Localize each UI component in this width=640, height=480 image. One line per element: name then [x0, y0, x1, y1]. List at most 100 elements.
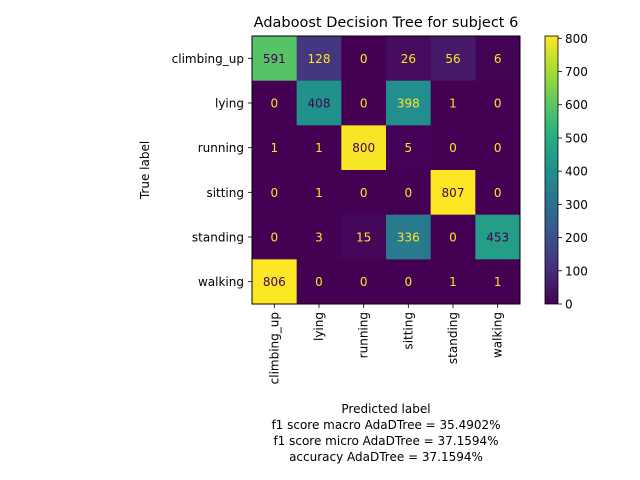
heatmap-cell [252, 36, 298, 82]
heatmap-cell [475, 80, 521, 126]
heatmap-cell [341, 259, 387, 305]
heatmap-cell [386, 214, 432, 260]
heatmap-cell [430, 125, 476, 171]
cell-value-label: 453 [486, 231, 509, 245]
x-tick-label: walking [491, 312, 505, 358]
cell-value-label: 15 [356, 231, 371, 245]
f1-micro-line: f1 score micro AdaDTree = 37.1594% [273, 434, 498, 448]
cell-value-label: 398 [397, 97, 420, 111]
cell-value-label: 0 [494, 186, 502, 200]
colorbar-tick-label: 800 [565, 32, 588, 46]
cell-value-label: 56 [445, 52, 460, 66]
cell-value-label: 0 [315, 275, 323, 289]
heatmap-cell [341, 214, 387, 260]
accuracy-line: accuracy AdaDTree = 37.1594% [289, 450, 483, 464]
x-axis-label: Predicted label [341, 402, 430, 416]
x-tick-label: lying [312, 312, 326, 341]
cell-value-label: 5 [405, 141, 413, 155]
colorbar-tick-label: 700 [565, 65, 588, 79]
cell-value-label: 0 [405, 275, 413, 289]
x-tick-label: standing [446, 312, 460, 364]
x-axis: climbing_up lying running sitting standing wa… [267, 304, 505, 384]
cell-value-label: 1 [315, 141, 323, 155]
heatmap-cell [341, 36, 387, 82]
colorbar [544, 35, 559, 305]
cell-value-label: 0 [449, 141, 457, 155]
cell-value-label: 591 [263, 52, 286, 66]
heatmap-cell [430, 170, 476, 216]
y-tick-label: lying [215, 97, 244, 111]
heatmap-cell [341, 125, 387, 171]
cell-value-label: 1 [449, 275, 457, 289]
y-tick-label: climbing_up [172, 52, 244, 66]
colorbar-tick-label: 500 [565, 131, 588, 145]
f1-macro-line: f1 score macro AdaDTree = 35.4902% [271, 418, 500, 432]
cell-value-label: 408 [308, 97, 331, 111]
cell-value-label: 1 [315, 186, 323, 200]
heatmap-cell [296, 125, 342, 171]
x-tick-label: sitting [401, 312, 415, 350]
cell-value-label: 1 [494, 275, 502, 289]
cell-value-label: 0 [405, 186, 413, 200]
heatmap-cell [430, 214, 476, 260]
y-tick-label: standing [192, 231, 244, 245]
cell-value-label: 336 [397, 231, 420, 245]
colorbar-tick-label: 0 [565, 298, 573, 312]
cell-value-label: 0 [360, 275, 368, 289]
colorbar-axis: 0 100 200 300 400 500 600 700 800 [558, 32, 588, 312]
cell-value-label: 0 [271, 97, 279, 111]
colorbar-tick-label: 600 [565, 98, 588, 112]
heatmap-cell [252, 125, 298, 171]
cell-value-label: 0 [494, 97, 502, 111]
cell-value-label: 807 [442, 186, 465, 200]
heatmap-cell [252, 214, 298, 260]
cell-value-label: 0 [360, 52, 368, 66]
heatmap-cell [296, 259, 342, 305]
cell-value-label: 3 [315, 231, 323, 245]
colorbar-tick-label: 200 [565, 231, 588, 245]
chart-title: Adaboost Decision Tree for subject 6 [254, 15, 519, 31]
heatmap-cell [296, 214, 342, 260]
heatmap-cell [341, 80, 387, 126]
cell-value-label: 6 [494, 52, 502, 66]
heatmap-cell [475, 170, 521, 216]
heatmap-cell [296, 36, 342, 82]
heatmap-cell [386, 259, 432, 305]
cell-value-label: 0 [449, 231, 457, 245]
heatmap-cell [386, 36, 432, 82]
cell-value-label: 0 [271, 186, 279, 200]
cell-value-label: 800 [352, 141, 375, 155]
cell-value-label: 0 [360, 97, 368, 111]
cell-value-label: 26 [401, 52, 416, 66]
heatmap-cell [430, 80, 476, 126]
cell-value-label: 1 [449, 97, 457, 111]
colorbar-tick-label: 400 [565, 165, 588, 179]
cell-value-label: 0 [271, 231, 279, 245]
x-tick-label: climbing_up [267, 312, 281, 384]
cell-value-label: 0 [360, 186, 368, 200]
y-tick-label: walking [198, 275, 244, 289]
heatmap-cell [252, 170, 298, 216]
cell-value-label: 128 [308, 52, 331, 66]
y-tick-label: running [198, 141, 244, 155]
x-tick-label: running [357, 312, 371, 358]
heatmap-cell [386, 125, 432, 171]
heatmap-cell [475, 36, 521, 82]
heatmap-cell [341, 170, 387, 216]
cell-value-label: 0 [494, 141, 502, 155]
heatmap-cell [475, 259, 521, 305]
heatmap-cell [296, 170, 342, 216]
colorbar-tick-label: 100 [565, 264, 588, 278]
y-axis-label: True label [138, 141, 152, 200]
heatmap-cell [252, 80, 298, 126]
heatmap-cell [430, 36, 476, 82]
heatmap-cell [475, 214, 521, 260]
cell-value-label: 806 [263, 275, 286, 289]
cell-value-label: 1 [271, 141, 279, 155]
colorbar-tick-label: 300 [565, 198, 588, 212]
heatmap-cell [296, 80, 342, 126]
heatmap-cell [386, 170, 432, 216]
heatmap-cell [252, 259, 298, 305]
